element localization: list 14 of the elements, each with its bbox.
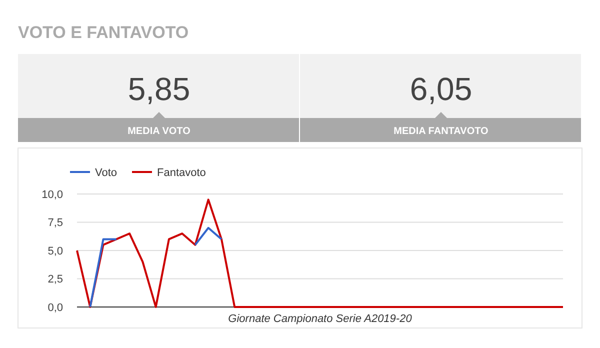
y-tick-label: 5,0 xyxy=(48,245,63,258)
legend-label: Fantavoto xyxy=(157,166,206,179)
y-tick-label: 2,5 xyxy=(48,274,63,286)
y-tick-label: 0,0 xyxy=(48,302,63,314)
line-series xyxy=(76,198,564,308)
text: MEDIA FANTAVOTO xyxy=(394,126,489,137)
x-axis-title: Giornate Campionato Serie A2019-20 xyxy=(228,313,413,325)
y-tick-label: 10,0 xyxy=(42,188,63,201)
y-tick-label: 7,5 xyxy=(48,217,63,230)
text: 5,85 xyxy=(128,71,190,107)
legend-label: Voto xyxy=(95,166,118,179)
text: MEDIA VOTO xyxy=(128,126,191,137)
text: VOTO E FANTAVOTO xyxy=(18,23,189,42)
text: 6,05 xyxy=(410,71,472,107)
